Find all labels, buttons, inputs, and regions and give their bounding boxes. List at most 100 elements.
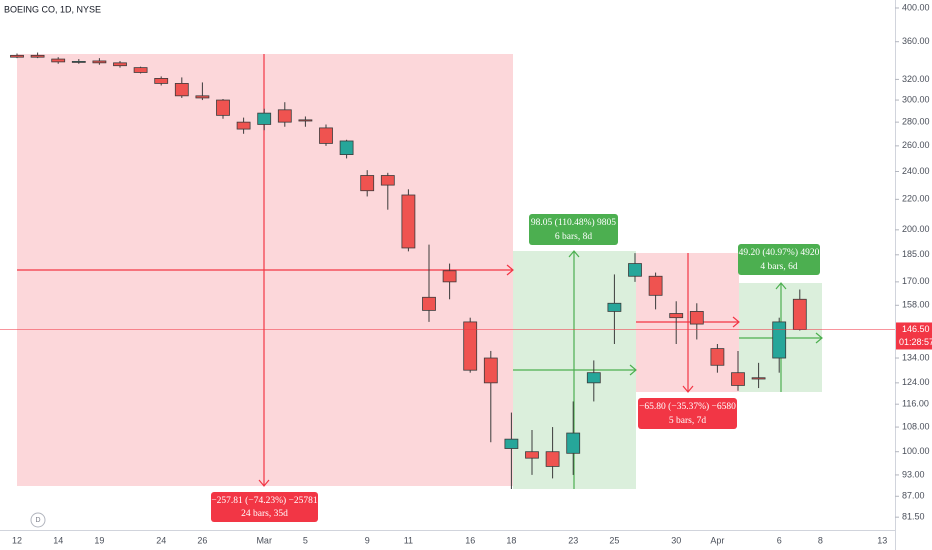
measure-label-box: [638, 398, 737, 429]
measure-arrow: [732, 316, 740, 328]
countdown: 01:28:57: [899, 337, 932, 347]
data-window-icon[interactable]: [30, 512, 46, 528]
x-tick-label: 11: [404, 535, 413, 545]
measure-span: 4 bars, 6d: [760, 262, 797, 272]
x-tick-label: 19: [94, 535, 104, 545]
y-tick-label: 116.00: [902, 399, 929, 409]
x-tick-label: 24: [156, 535, 166, 545]
measure-change: −257.81 (−74.23%) −25781: [211, 495, 318, 506]
measure-arrow: [506, 264, 514, 276]
x-tick-label: 8: [818, 535, 823, 545]
y-tick-label: 400.00: [902, 2, 930, 12]
measure-span: 6 bars, 8d: [555, 232, 592, 242]
x-tick-label: 26: [197, 535, 207, 545]
candle-body: [71, 61, 86, 63]
candle-body: [669, 313, 684, 319]
data-window-icon-letter: D: [35, 517, 40, 524]
candle-body: [174, 83, 189, 97]
y-tick-label: 360.00: [902, 36, 930, 46]
measure-span: 5 bars, 7d: [669, 416, 706, 426]
y-tick-label: 134.00: [902, 352, 930, 362]
current-price-label: 146.50: [902, 324, 930, 334]
candle-body: [277, 109, 292, 123]
y-tick-label: 108.00: [902, 421, 930, 431]
x-tick-label: 18: [506, 535, 516, 545]
candle-body: [380, 175, 395, 186]
candle-body: [504, 438, 519, 449]
candle-body: [525, 451, 539, 459]
candle-body: [648, 275, 663, 296]
candle-body: [257, 112, 272, 125]
candle-body: [360, 175, 375, 192]
candle-body: [751, 377, 766, 380]
candle-body: [710, 348, 725, 366]
y-tick-label: 220.00: [902, 194, 930, 204]
candle-body: [731, 372, 745, 386]
y-tick-label: 100.00: [902, 446, 930, 456]
measure-change: 98.05 (110.48%) 9805: [531, 217, 616, 228]
measure-change: −65.80 (−35.37%) −6580: [639, 401, 736, 412]
x-tick-label: 30: [671, 535, 681, 545]
candle-body: [607, 302, 622, 312]
y-tick-label: 185.00: [902, 249, 930, 259]
x-tick-label: Mar: [256, 535, 272, 545]
measure-label-box: [738, 244, 820, 275]
measure-arrow: [629, 364, 637, 376]
chart-title: BOEING CO, 1D, NYSE: [4, 4, 101, 14]
x-tick-label: 5: [303, 535, 308, 545]
candle-body: [51, 58, 66, 63]
candle-body: [319, 127, 333, 144]
candle-body: [195, 95, 210, 99]
candle-body: [586, 372, 601, 384]
candle-body: [628, 263, 642, 277]
y-tick-label: 158.00: [902, 300, 930, 310]
candle-body: [792, 298, 807, 330]
measure-arrow: [815, 332, 823, 344]
x-tick-label: 13: [877, 535, 887, 545]
candle-body: [483, 357, 498, 384]
y-tick-label: 200.00: [902, 224, 930, 234]
y-tick-label: 240.00: [902, 166, 930, 176]
candle-body: [463, 321, 478, 371]
measure-arrow: [775, 282, 787, 290]
candles: [10, 52, 807, 490]
x-tick-label: 6: [777, 535, 782, 545]
y-tick-label: 170.00: [902, 276, 930, 286]
candle-body: [216, 99, 230, 116]
candle-body: [133, 67, 148, 73]
candle-body: [689, 311, 704, 325]
x-tick-label: 23: [568, 535, 578, 545]
measure-change: 49.20 (40.97%) 4920: [739, 247, 820, 258]
candle-body: [401, 194, 416, 249]
current-price-box: [896, 322, 932, 350]
candle-body: [442, 270, 457, 283]
candle-body: [772, 321, 787, 359]
measure-arrow: [568, 250, 580, 258]
measure-span: 24 bars, 35d: [241, 509, 288, 519]
y-tick-label: 124.00: [902, 377, 930, 387]
x-tick-label: Apr: [710, 535, 724, 545]
candle-body: [113, 62, 127, 67]
x-tick-label: 16: [465, 535, 475, 545]
y-tick-label: 87.00: [902, 491, 925, 501]
candle-body: [30, 54, 45, 58]
y-tick-label: 260.00: [902, 140, 930, 150]
candle-body: [298, 119, 313, 122]
measurements: −257.81 (−74.23%) −25781 24 bars, 35d 98.0…: [17, 54, 823, 522]
measure-arrow: [682, 385, 694, 393]
x-tick-label: 9: [365, 535, 370, 545]
measure-arrow: [258, 479, 270, 487]
measure-label-box: [211, 492, 318, 522]
candle-body: [10, 54, 24, 58]
y-tick-label: 81.50: [902, 512, 925, 522]
y-tick-label: 280.00: [902, 117, 930, 127]
candle-body: [154, 78, 169, 84]
y-tick-label: 93.00: [902, 469, 925, 479]
candle-body: [92, 60, 107, 64]
x-tick-label: 12: [12, 535, 22, 545]
candle-body: [339, 140, 354, 156]
x-tick-label: 14: [53, 535, 63, 545]
candle-body: [566, 432, 581, 454]
